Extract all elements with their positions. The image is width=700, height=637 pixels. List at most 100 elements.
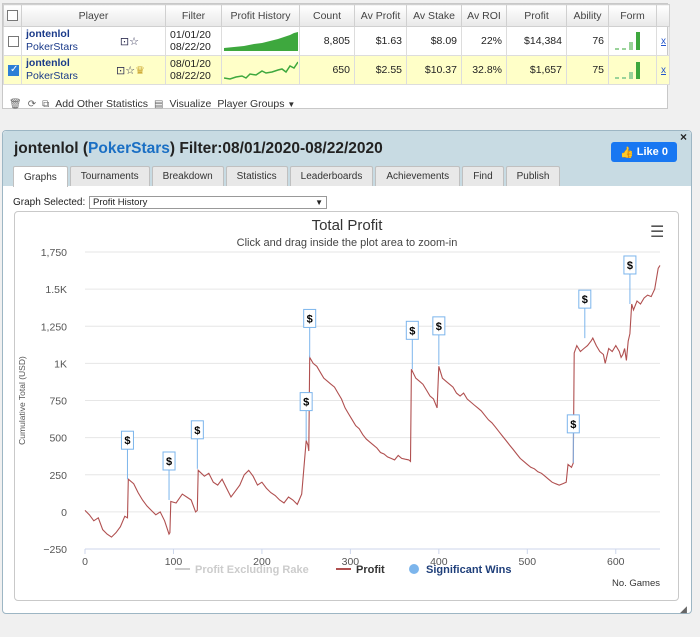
col-profit-history[interactable]: Profit History xyxy=(221,4,300,27)
significant-win-label: $ xyxy=(307,313,313,325)
tab-achievements[interactable]: Achievements xyxy=(375,166,461,186)
row-checkbox[interactable] xyxy=(3,26,22,56)
filter-cell: 01/01/20 08/22/20 xyxy=(165,26,222,56)
tab-tournaments[interactable]: Tournaments xyxy=(69,166,150,186)
x-tick-label: 600 xyxy=(607,556,625,568)
legend-profit-excluding-rake: Profit Excluding Rake xyxy=(195,564,309,576)
y-tick-label: 1,250 xyxy=(41,321,67,333)
profit-history-sparkline[interactable] xyxy=(221,55,300,85)
graph-selected-label: Graph Selected: xyxy=(13,197,86,208)
player-groups-dropdown[interactable]: Player Groups ▼ xyxy=(217,98,296,110)
y-axis-label: Cumulative Total (USD) xyxy=(17,356,27,445)
player-cell: jontenlol PokerStars ⊡☆ xyxy=(21,26,166,56)
av-profit-cell: $1.63 xyxy=(354,26,407,56)
form-chart xyxy=(608,26,657,56)
player-cell: jontenlol PokerStars ⊡☆♛ xyxy=(21,55,166,85)
profit-series-line xyxy=(84,265,661,538)
significant-win-flag xyxy=(623,255,637,275)
remove-row-link[interactable]: x xyxy=(656,26,670,56)
table-header-row: Player Filter Profit History Count Av Pr… xyxy=(3,4,670,27)
chevron-down-icon: ▼ xyxy=(315,198,323,207)
hamburger-menu-icon[interactable]: ☰ xyxy=(650,224,665,241)
edit-icon[interactable]: ⊡ xyxy=(119,35,130,48)
resize-handle-icon[interactable]: ◢ xyxy=(680,604,687,614)
player-graph-panel: jontenlol (PokerStars) Filter:08/01/2020… xyxy=(2,130,692,614)
x-tick-label: 200 xyxy=(253,556,271,568)
remove-row-link[interactable]: x xyxy=(656,55,670,85)
ability-cell: 75 xyxy=(566,55,609,85)
star-icon[interactable]: ☆ xyxy=(129,35,139,48)
col-profit[interactable]: Profit xyxy=(506,4,567,27)
graph-select[interactable]: Profit History ▼ xyxy=(89,196,327,209)
player-site-link[interactable]: PokerStars xyxy=(26,70,78,82)
tab-publish[interactable]: Publish xyxy=(505,166,561,186)
chart-title: Total Profit xyxy=(312,217,384,234)
profit-chart[interactable]: Total Profit Click and drag inside the pl… xyxy=(15,212,678,600)
col-av-roi[interactable]: Av ROI xyxy=(461,4,507,27)
chart-subtitle: Click and drag inside the plot area to z… xyxy=(237,237,458,249)
significant-win-flag xyxy=(190,420,204,440)
filter-cell: 08/01/20 08/22/20 xyxy=(165,55,222,85)
refresh-icon[interactable]: ⟳ xyxy=(27,98,37,110)
visualize-button[interactable]: Visualize xyxy=(169,98,212,110)
thumbs-up-icon: 👍 xyxy=(620,146,634,159)
av-stake-cell: $10.37 xyxy=(406,55,462,85)
select-all-checkbox[interactable] xyxy=(3,4,22,27)
facebook-like-button[interactable]: 👍 Like 0 xyxy=(611,142,677,162)
x-tick-label: 400 xyxy=(430,556,448,568)
col-av-stake[interactable]: Av Stake xyxy=(406,4,462,27)
add-other-statistics-button[interactable]: Add Other Statistics xyxy=(55,98,149,110)
edit-icon[interactable]: ⊡ xyxy=(116,64,126,77)
x-tick-label: 100 xyxy=(165,556,183,568)
significant-win-flag xyxy=(162,451,176,471)
x-tick-label: 500 xyxy=(519,556,537,568)
tab-breakdown[interactable]: Breakdown xyxy=(151,166,224,186)
significant-win-flag xyxy=(299,392,313,412)
close-panel-button[interactable]: × xyxy=(680,130,688,144)
player-site-link[interactable]: PokerStars xyxy=(26,41,78,53)
y-tick-label: 0 xyxy=(61,507,67,519)
tab-graphs[interactable]: Graphs xyxy=(13,166,68,187)
tab-find[interactable]: Find xyxy=(462,166,504,186)
col-player[interactable]: Player xyxy=(21,4,166,27)
player-name-link[interactable]: jontenlol xyxy=(26,57,70,69)
form-chart xyxy=(608,55,657,85)
visualize-icon: ▤ xyxy=(154,98,164,110)
profit-cell: $14,384 xyxy=(506,26,567,56)
significant-win-label: $ xyxy=(124,435,130,447)
player-table: Player Filter Profit History Count Av Pr… xyxy=(2,3,670,112)
row-checkbox[interactable] xyxy=(3,55,22,85)
trash-icon[interactable]: 🗑 xyxy=(9,98,22,110)
star-icon[interactable]: ☆ xyxy=(125,64,136,77)
col-filter[interactable]: Filter xyxy=(165,4,222,27)
player-name-link[interactable]: jontenlol xyxy=(26,28,70,40)
significant-win-flag xyxy=(566,414,580,434)
col-ability[interactable]: Ability xyxy=(566,4,609,27)
ability-cell: 76 xyxy=(566,26,609,56)
av-roi-cell: 22% xyxy=(461,26,507,56)
significant-win-label: $ xyxy=(166,456,172,468)
x-tick-label: 0 xyxy=(82,556,88,568)
caret-down-icon: ▼ xyxy=(287,100,296,109)
add-stats-icon: ⧉ xyxy=(42,98,50,110)
chart-container[interactable]: Total Profit Click and drag inside the pl… xyxy=(14,211,679,601)
table-row[interactable]: jontenlol PokerStars ⊡☆♛ 08/01/20 08/22/… xyxy=(3,55,670,85)
profit-cell: $1,657 xyxy=(506,55,567,85)
count-cell: 8,805 xyxy=(299,26,355,56)
count-cell: 650 xyxy=(299,55,355,85)
site-link[interactable]: PokerStars xyxy=(88,140,170,157)
tab-statistics[interactable]: Statistics xyxy=(225,166,288,186)
significant-win-label: $ xyxy=(627,260,633,272)
x-axis-label: No. Games xyxy=(612,578,660,589)
col-form[interactable]: Form xyxy=(608,4,657,27)
significant-win-label: $ xyxy=(409,325,415,337)
col-remove xyxy=(656,4,670,27)
y-tick-label: 1.5K xyxy=(45,284,67,296)
y-tick-label: −250 xyxy=(43,544,67,556)
table-row[interactable]: jontenlol PokerStars ⊡☆ 01/01/20 08/22/2… xyxy=(3,26,670,56)
tab-leaderboards[interactable]: Leaderboards xyxy=(289,166,374,186)
col-count[interactable]: Count xyxy=(299,4,355,27)
table-toolbar: 🗑 ⟳ ⧉ Add Other Statistics ▤ Visualize P… xyxy=(9,96,295,112)
profit-history-sparkline[interactable] xyxy=(221,26,300,56)
col-av-profit[interactable]: Av Profit xyxy=(354,4,407,27)
